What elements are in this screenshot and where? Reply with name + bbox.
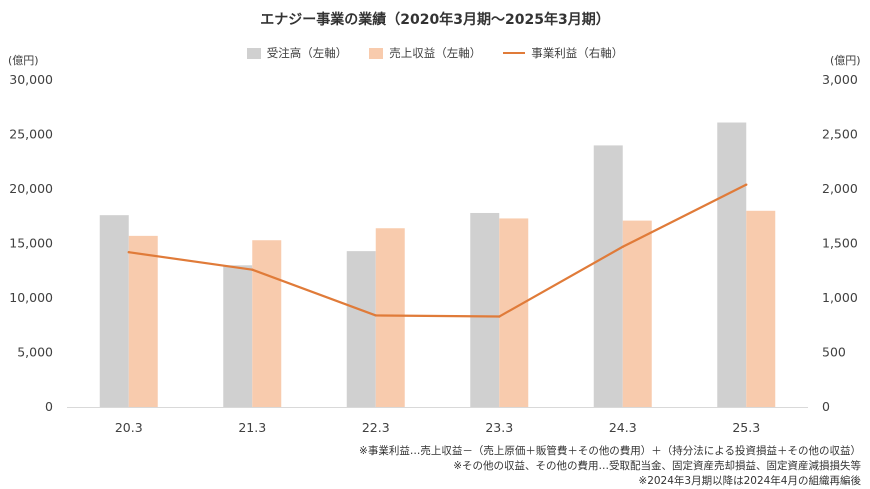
bar-revenue [746, 210, 776, 407]
left-axis-tick-label: 10,000 [9, 290, 53, 305]
line-profit [128, 183, 747, 318]
x-axis-tick-label: 21.3 [238, 420, 266, 435]
chart-title: エナジー事業の業績（2020年3月期〜2025年3月期） [260, 12, 610, 28]
right-axis-unit: (億円) [830, 54, 861, 67]
right-axis-tick-label: 2,500 [822, 127, 858, 142]
bar-revenue [375, 228, 405, 407]
bar-revenue [499, 218, 529, 407]
right-axis-tick-label: 1,000 [822, 290, 858, 305]
point-profit [621, 245, 624, 248]
left-axis-tick-label: 30,000 [9, 72, 53, 87]
right-axis-tick-label: 3,000 [822, 72, 858, 87]
bar-orders [470, 212, 500, 407]
left-axis-unit: (億円) [8, 54, 39, 67]
legend-label-orders: 受注高（左軸） [266, 46, 348, 60]
point-profit [251, 268, 254, 271]
x-axis-tick-label: 25.3 [732, 420, 760, 435]
bar-orders [99, 215, 129, 407]
bar-orders [593, 145, 623, 407]
left-axis-tick-label: 0 [45, 399, 53, 414]
legend-item-profit: 事業利益（右軸） [503, 45, 623, 61]
x-axis-tick-label: 22.3 [362, 420, 390, 435]
bar-revenue [128, 235, 158, 407]
legend-swatch-profit [503, 52, 526, 54]
bar-orders [717, 122, 747, 407]
legend-item-orders: 受注高（左軸） [246, 45, 348, 61]
bar-revenue [622, 220, 652, 407]
point-profit [127, 251, 130, 254]
right-axis-tick-label: 2,000 [822, 181, 858, 196]
footnote-2: ※その他の収益、その他の費用…受取配当金、固定資産売却損益、固定資産減損損失等 [453, 460, 861, 472]
footnote-3: ※2024年3月期以降は2024年4月の組織再編後 [638, 475, 861, 487]
legend-label-profit: 事業利益（右軸） [531, 46, 624, 60]
footnote-1: ※事業利益…売上収益－（売上原価＋販管費＋その他の費用）＋（持分法による投資損益… [359, 445, 861, 457]
bar-orders [223, 265, 253, 407]
right-axis-tick-label: 500 [822, 345, 846, 360]
legend-swatch-orders [246, 47, 261, 59]
left-axis-tick-label: 25,000 [9, 127, 53, 142]
footnotes: ※事業利益…売上収益－（売上原価＋販管費＋その他の費用）＋（持分法による投資損益… [359, 444, 861, 489]
bar-orders [346, 251, 376, 407]
bar-revenue [252, 240, 282, 407]
point-profit [374, 314, 377, 317]
x-axis-tick-label: 24.3 [609, 420, 637, 435]
x-axis-tick-label: 23.3 [485, 420, 513, 435]
left-axis-tick-label: 20,000 [9, 181, 53, 196]
x-axis-tick-label: 20.3 [115, 420, 143, 435]
right-axis-tick-label: 1,500 [822, 236, 858, 251]
right-axis-tick-label: 0 [822, 399, 830, 414]
legend-label-revenue: 売上収益（左軸） [389, 46, 482, 60]
legend: 受注高（左軸） 売上収益（左軸） 事業利益（右軸） [0, 45, 870, 61]
point-profit [498, 315, 501, 318]
legend-item-revenue: 売上収益（左軸） [369, 45, 481, 61]
point-profit [745, 183, 748, 186]
legend-swatch-revenue [369, 47, 384, 59]
left-axis-tick-label: 5,000 [17, 345, 53, 360]
left-axis-tick-label: 15,000 [9, 236, 53, 251]
